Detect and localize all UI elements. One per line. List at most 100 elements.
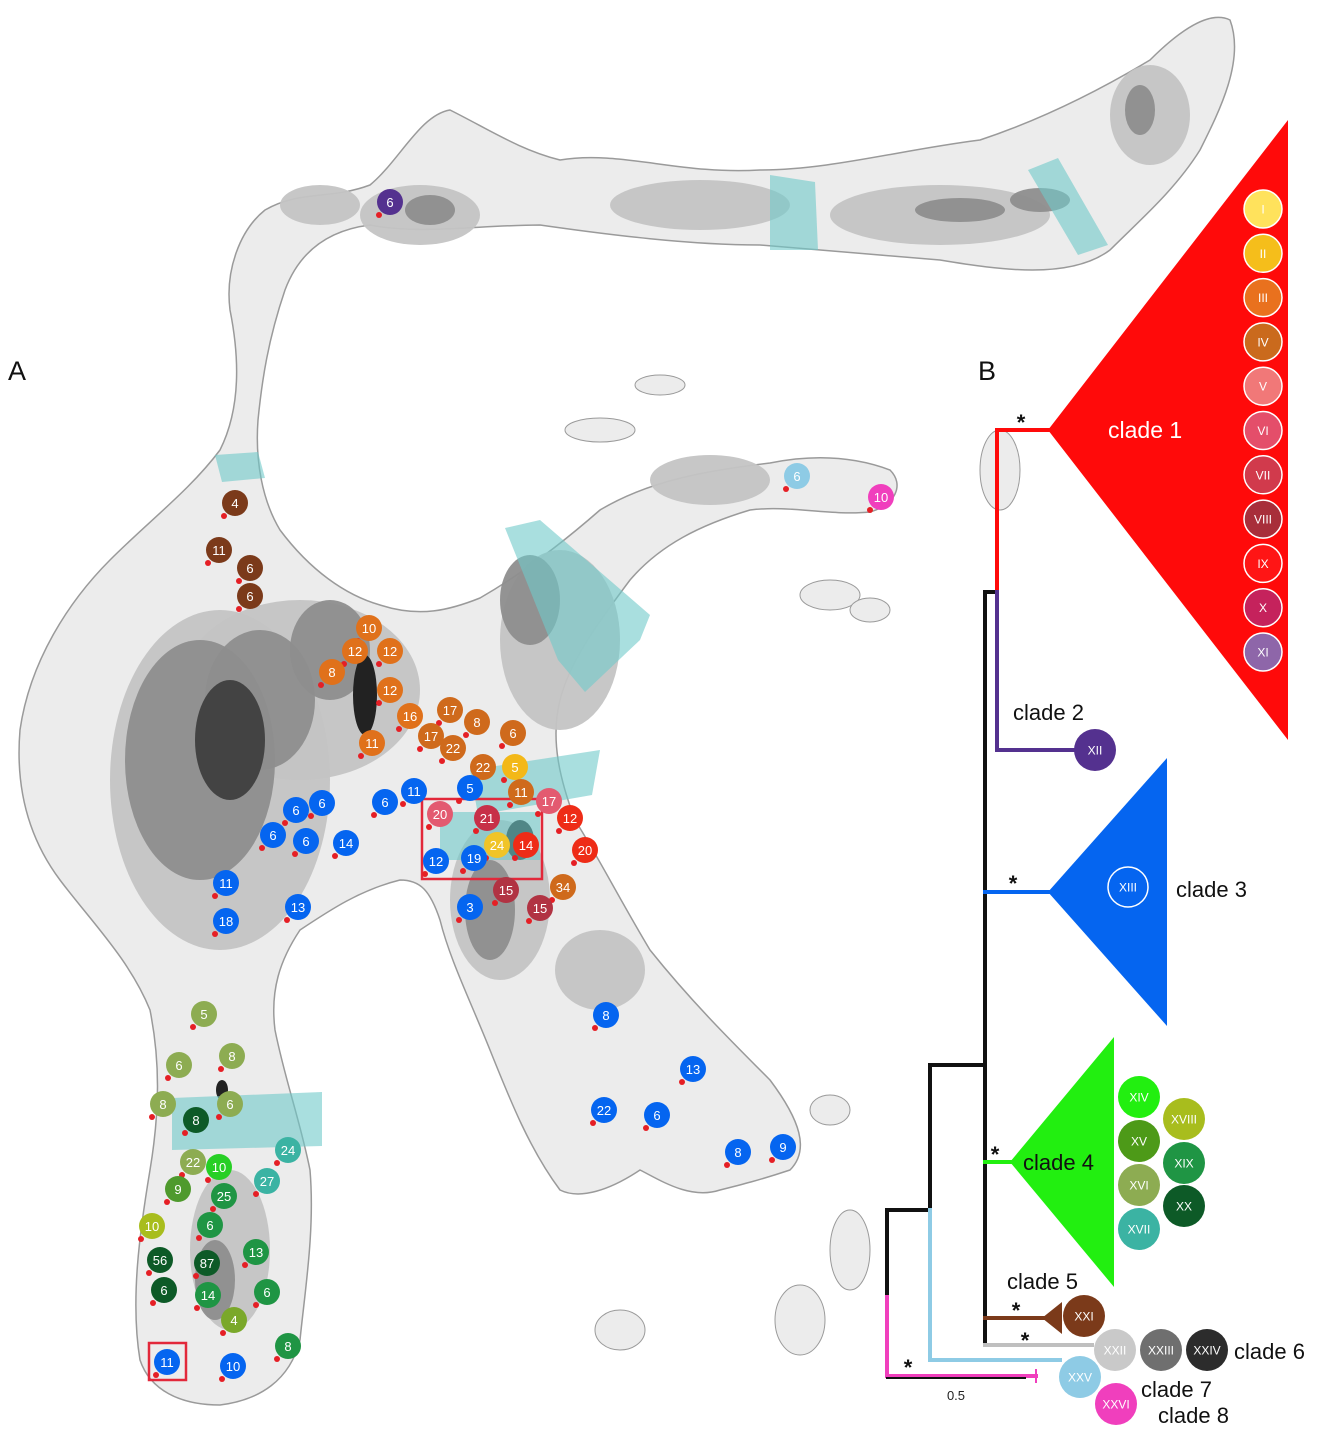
site-marker-circle (222, 490, 248, 516)
sampling-site-dot (205, 1177, 211, 1183)
sampling-site-dot (460, 868, 466, 874)
haplotype-VII: VII (1243, 455, 1283, 495)
haplotype-label: I (1261, 203, 1264, 217)
haplotype-label: XX (1176, 1200, 1192, 1214)
site-marker-label: 15 (499, 883, 513, 898)
sampling-site-dot (292, 851, 298, 857)
site-marker: 4 (220, 1307, 247, 1336)
sampling-site-dot (221, 513, 227, 519)
sampling-site-dot (376, 700, 382, 706)
site-marker: 8 (274, 1333, 301, 1362)
haplotype-V: V (1243, 366, 1283, 406)
site-marker-label: 11 (219, 876, 233, 891)
site-marker: 14 (332, 830, 359, 859)
site-marker: 22 (590, 1097, 617, 1126)
site-marker-circle (275, 1137, 301, 1163)
site-marker: 14 (194, 1282, 221, 1311)
site-marker-circle (474, 805, 500, 831)
site-marker-label: 6 (226, 1097, 233, 1112)
site-marker: 22 (179, 1149, 206, 1178)
site-marker: 17 (535, 788, 562, 817)
haplotype-label: XXIV (1193, 1344, 1220, 1358)
support-star: * (1017, 410, 1026, 435)
clade-4-triangle (1010, 1037, 1114, 1287)
site-marker: 20 (426, 801, 453, 830)
sampling-site-dot (150, 1300, 156, 1306)
support-stars: ****** (904, 410, 1030, 1380)
haplotype-label: XXII (1104, 1344, 1127, 1358)
site-marker-circle (457, 894, 483, 920)
sampling-site-dot (724, 1162, 730, 1168)
haplotype-XII: XII (1074, 729, 1116, 771)
site-marker-label: 9 (174, 1182, 181, 1197)
site-marker: 6 (253, 1279, 280, 1308)
sampling-site-dot (146, 1270, 152, 1276)
haplotype-circle (1243, 233, 1283, 274)
site-marker-label: 6 (509, 726, 516, 741)
site-marker-label: 6 (793, 469, 800, 484)
site-marker: 4 (221, 490, 248, 519)
corridor-zone (172, 1092, 322, 1150)
site-marker: 10 (867, 484, 894, 513)
site-marker: 8 (592, 1002, 619, 1031)
site-marker-circle (254, 1279, 280, 1305)
site-marker-circle (377, 189, 403, 215)
site-marker: 18 (212, 908, 239, 937)
site-marker-label: 14 (339, 836, 353, 851)
sampling-site-dot (436, 720, 442, 726)
sampling-site-dot (473, 828, 479, 834)
clade-label-3: clade 3 (1176, 877, 1247, 902)
haplotype-circle (1243, 455, 1283, 495)
site-marker-label: 15 (533, 901, 547, 916)
site-marker-circle (191, 1001, 217, 1027)
sampling-site-dot (643, 1125, 649, 1131)
sampling-site-dot (165, 1075, 171, 1081)
haplotype-XX: XX (1163, 1185, 1205, 1227)
site-marker-label: 22 (597, 1103, 611, 1118)
site-marker-circle (470, 754, 496, 780)
site-marker: 21 (473, 805, 500, 834)
site-marker-circle (557, 805, 583, 831)
site-marker-label: 16 (403, 709, 417, 724)
haplotype-XVII: XVII (1118, 1208, 1160, 1250)
sampling-site-dot (769, 1157, 775, 1163)
sampling-site-dot (376, 212, 382, 218)
site-marker-circle (237, 583, 263, 609)
haplotype-label: III (1258, 291, 1268, 305)
site-marker: 8 (149, 1091, 176, 1120)
haplotype-III: III (1243, 277, 1283, 318)
sampling-site-dot (400, 801, 406, 807)
haplotype-XIX: XIX (1163, 1142, 1205, 1184)
haplotype-label: II (1260, 247, 1267, 261)
site-marker: 5 (190, 1001, 217, 1030)
site-marker-label: 13 (686, 1062, 700, 1077)
clade-label-8: clade 8 (1158, 1403, 1229, 1428)
site-marker-label: 20 (433, 807, 447, 822)
small-island (849, 597, 891, 623)
clade-label-2: clade 2 (1013, 700, 1084, 725)
site-marker-label: 20 (578, 843, 592, 858)
corridor-zone (1028, 158, 1108, 255)
site-marker-label: 11 (212, 543, 226, 558)
haplotype-circle (1243, 543, 1283, 584)
haplotype-circles: IIIIIIIVVVIVIIVIIIIXXXIXIIXIIIXIVXVXVIXV… (1059, 189, 1283, 1425)
site-marker-circle (165, 1176, 191, 1202)
site-marker-label: 9 (779, 1140, 786, 1155)
haplotype-X: X (1243, 587, 1283, 628)
sampling-site-dot (242, 1262, 248, 1268)
site-marker-label: 22 (446, 741, 460, 756)
site-marker: 6 (308, 790, 335, 819)
site-marker: 8 (318, 659, 345, 688)
support-star: * (1012, 1298, 1021, 1323)
sampling-site-dot (463, 732, 469, 738)
site-marker-label: 6 (160, 1283, 167, 1298)
site-marker: 15 (492, 877, 519, 906)
haplotype-circle (1118, 1076, 1160, 1118)
sampling-site-dot (253, 1191, 259, 1197)
site-marker: 11 (205, 537, 232, 566)
haplotype-I: I (1243, 189, 1283, 229)
site-marker: 6 (376, 189, 403, 218)
sampling-site-dot (783, 486, 789, 492)
site-marker: 15 (526, 895, 553, 924)
haplotype-label: XVIII (1171, 1113, 1197, 1127)
